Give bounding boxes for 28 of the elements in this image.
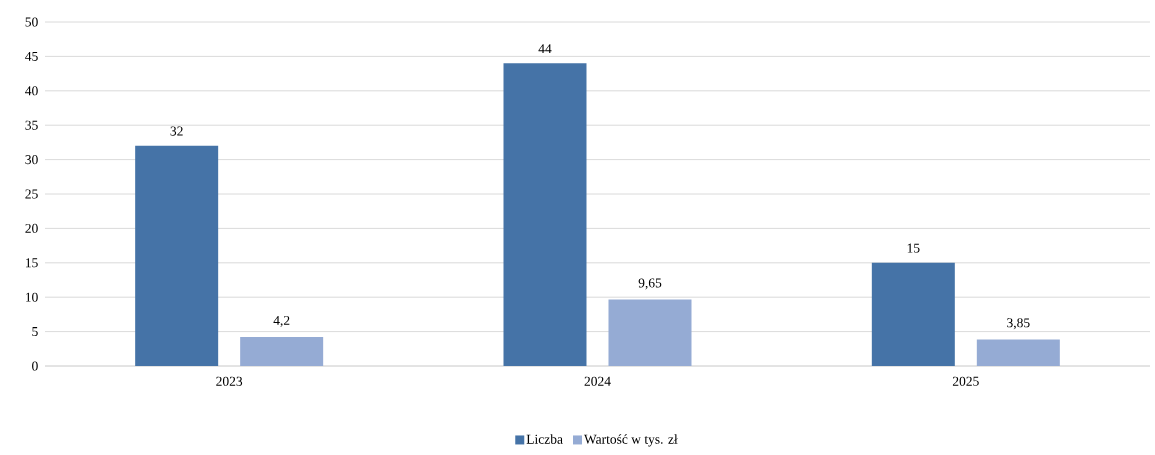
y-tick-label: 50 [25,17,38,27]
y-tick-label: 20 [25,223,38,233]
data-label: 15 [907,243,920,253]
y-tick-label: 5 [32,327,38,337]
y-tick-label: 35 [25,120,38,130]
y-tick-label: 0 [32,361,38,371]
y-tick-label: 40 [25,86,38,96]
bar [503,63,587,366]
y-tick-label: 10 [25,292,38,302]
x-tick-label: 2025 [952,376,979,386]
data-label: 44 [538,44,552,54]
bar [135,145,219,366]
data-label: 3,85 [1007,318,1030,330]
legend-label: Wartość w tys. zł [583,434,678,447]
y-tick-label: 15 [25,258,38,268]
bar [608,299,692,366]
data-label: 4,2 [273,315,290,327]
data-label: 9,65 [638,278,662,290]
y-tick-label: 30 [25,155,38,165]
bar [240,337,324,366]
y-tick-label: 45 [25,51,38,61]
y-tick-label: 25 [25,189,38,199]
bar [871,262,955,366]
bar [976,339,1060,366]
data-label: 32 [170,126,183,136]
x-tick-label: 2023 [216,376,243,386]
x-tick-label: 2024 [584,376,611,386]
legend-label: Liczba [526,434,563,444]
